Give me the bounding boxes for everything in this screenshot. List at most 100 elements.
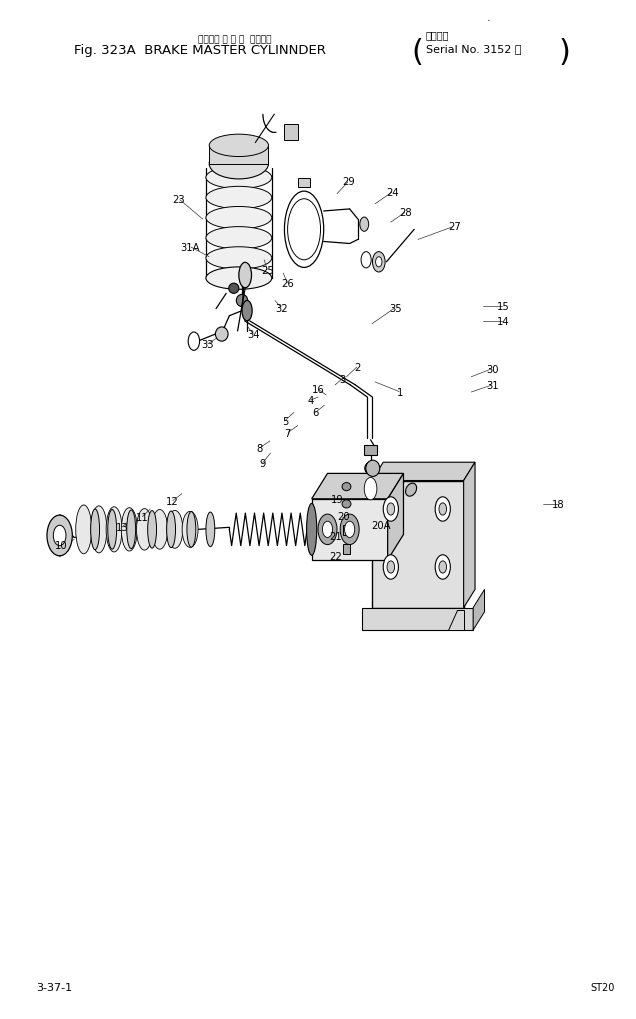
Polygon shape [464,463,475,608]
Circle shape [53,526,66,546]
Ellipse shape [148,511,156,548]
Polygon shape [448,610,464,631]
Circle shape [376,258,382,268]
Text: 25: 25 [261,266,273,276]
Text: 19: 19 [331,494,343,504]
Text: 6: 6 [312,408,319,418]
Text: 11: 11 [135,513,148,523]
Text: 21: 21 [329,532,342,542]
Polygon shape [388,474,403,560]
Text: 5: 5 [282,416,288,426]
Text: Fig. 323A  BRAKE MASTER CYLINNDER: Fig. 323A BRAKE MASTER CYLINNDER [74,44,326,57]
Ellipse shape [216,146,262,164]
Bar [284,125,298,142]
Circle shape [387,561,394,574]
Ellipse shape [127,511,135,549]
Ellipse shape [206,167,272,190]
Circle shape [435,497,450,522]
Text: 20: 20 [337,512,350,522]
Polygon shape [473,590,485,631]
Ellipse shape [106,507,122,552]
Circle shape [361,253,371,269]
Circle shape [439,561,446,574]
Ellipse shape [76,505,92,554]
Text: 20A: 20A [371,521,391,531]
Circle shape [384,497,398,522]
Ellipse shape [206,248,272,270]
Bar [364,445,377,455]
Text: 2: 2 [354,362,361,372]
Bar [372,481,464,608]
Circle shape [439,503,446,516]
Text: ): ) [558,38,570,66]
Ellipse shape [366,461,380,477]
Text: 33: 33 [201,340,214,350]
Bar [343,544,350,554]
Ellipse shape [364,478,377,500]
Text: (: ( [411,38,424,66]
Text: 16: 16 [312,384,324,394]
Text: 26: 26 [281,279,294,289]
Ellipse shape [342,483,351,491]
Ellipse shape [209,136,268,157]
Text: 10: 10 [55,540,68,550]
Ellipse shape [167,512,176,548]
Text: 31A: 31A [181,243,200,253]
Circle shape [435,555,450,580]
Polygon shape [312,474,403,499]
Polygon shape [298,179,310,187]
Ellipse shape [365,463,377,475]
Ellipse shape [239,263,251,288]
Ellipse shape [137,510,153,550]
Circle shape [387,503,394,516]
Text: Serial No. 3152 ～: Serial No. 3152 ～ [425,44,521,54]
Ellipse shape [167,511,183,548]
Bar [363,608,473,631]
Text: 32: 32 [275,304,287,313]
Bar [312,499,388,560]
Ellipse shape [206,227,272,250]
Text: 14: 14 [497,317,509,326]
Ellipse shape [287,200,321,261]
Text: 13: 13 [115,523,128,533]
Ellipse shape [152,510,168,549]
Ellipse shape [361,474,380,504]
Circle shape [345,522,355,538]
Ellipse shape [237,296,247,308]
Text: 15: 15 [497,302,509,311]
Bar [343,526,350,536]
Text: 28: 28 [399,208,411,218]
Text: .: . [487,12,491,22]
Ellipse shape [206,207,272,229]
Ellipse shape [242,302,252,322]
Circle shape [188,332,200,351]
Text: 7: 7 [284,428,291,438]
Text: 適用号機: 適用号機 [425,30,449,40]
Text: 22: 22 [329,551,342,561]
Circle shape [384,555,398,580]
Ellipse shape [187,512,196,547]
Text: ST20: ST20 [590,982,614,993]
Ellipse shape [107,510,116,549]
Text: ブレーキ マ ス タ  シリンダ: ブレーキ マ ス タ シリンダ [198,35,271,44]
Text: 23: 23 [172,195,185,205]
Text: 1: 1 [397,387,403,397]
Ellipse shape [121,508,137,551]
Circle shape [318,515,337,545]
Ellipse shape [406,484,417,496]
Text: 9: 9 [259,459,265,469]
Text: 8: 8 [256,443,263,453]
Ellipse shape [91,510,100,550]
Text: 30: 30 [486,364,499,374]
Ellipse shape [206,187,272,210]
Ellipse shape [206,268,272,290]
Text: 24: 24 [387,187,399,198]
Text: 27: 27 [448,222,460,232]
Text: 3-37-1: 3-37-1 [36,982,73,993]
Circle shape [322,522,333,538]
Bar [209,146,268,164]
Ellipse shape [91,506,107,553]
Text: 12: 12 [166,496,179,506]
Ellipse shape [216,327,228,341]
Ellipse shape [182,512,198,548]
